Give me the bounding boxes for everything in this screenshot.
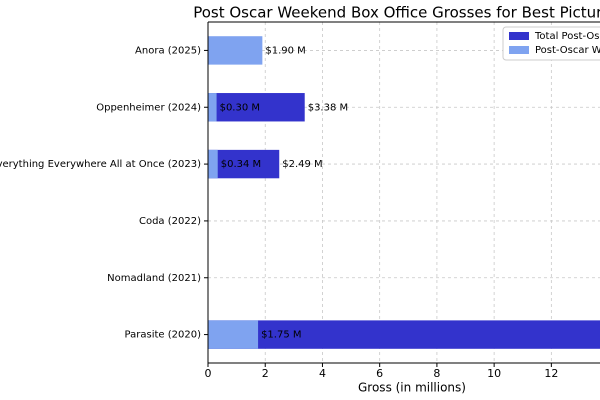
- legend-label: Total Post-Osc: [534, 31, 600, 42]
- value-label: $0.34 M: [221, 159, 261, 170]
- legend-swatch: [509, 46, 529, 54]
- x-tick-label: 2: [262, 367, 269, 380]
- x-tick-label: 10: [487, 367, 501, 380]
- bar: [208, 149, 280, 179]
- legend-label: Post-Oscar We: [535, 45, 600, 56]
- bar: [208, 320, 259, 349]
- y-tick-label: Nomadland (2021): [107, 273, 201, 284]
- bar: [208, 36, 263, 65]
- bar: [208, 320, 600, 349]
- value-label: $2.49 M: [282, 159, 322, 170]
- value-label: $3.38 M: [308, 102, 348, 113]
- y-tick-label: Anora (2025): [135, 45, 201, 56]
- value-label: $1.90 M: [265, 45, 305, 56]
- x-tick-label: 12: [544, 367, 558, 380]
- x-tick-label: 0: [205, 367, 212, 380]
- bar: [208, 149, 218, 179]
- x-tick-label: 4: [319, 367, 326, 380]
- y-tick-label: Everything Everywhere All at Once (2023): [0, 159, 201, 170]
- chart-title: Post Oscar Weekend Box Office Grosses fo…: [193, 4, 600, 22]
- legend-swatch: [509, 32, 529, 40]
- bar: [208, 93, 217, 122]
- y-tick-label: Oppenheimer (2024): [96, 102, 201, 113]
- value-label: $0.30 M: [220, 102, 260, 113]
- bar: [208, 93, 305, 122]
- y-tick-label: Coda (2022): [139, 216, 201, 227]
- x-tick-label: 8: [433, 367, 440, 380]
- x-axis-label: Gross (in millions): [358, 381, 466, 395]
- value-label: $1.75 M: [261, 330, 301, 341]
- y-tick-label: Parasite (2020): [125, 330, 202, 341]
- x-tick-label: 6: [376, 367, 383, 380]
